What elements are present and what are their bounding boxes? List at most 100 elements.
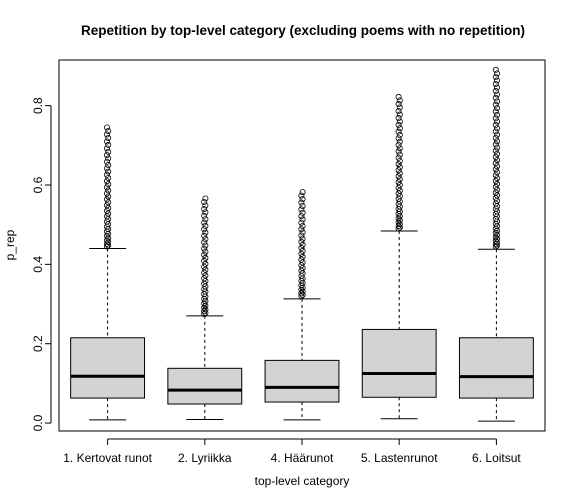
outlier-point bbox=[104, 178, 111, 185]
outlier-point bbox=[299, 253, 306, 260]
outlier-point bbox=[493, 186, 500, 193]
x-tick-label: 5. Lastenrunot bbox=[361, 451, 438, 465]
outlier-point bbox=[396, 164, 403, 171]
box-iqr bbox=[167, 367, 243, 405]
outlier-point bbox=[493, 105, 500, 112]
outlier-point bbox=[395, 179, 402, 186]
outlier-point bbox=[299, 229, 306, 236]
outlier-point bbox=[202, 266, 209, 273]
outlier-point bbox=[201, 232, 208, 239]
outlier-point bbox=[395, 173, 402, 180]
outlier-point bbox=[298, 226, 305, 233]
outlier-point bbox=[202, 260, 209, 267]
outlier-point bbox=[492, 141, 499, 148]
outlier-point bbox=[492, 108, 499, 115]
outlier-point bbox=[202, 254, 209, 261]
outlier-point bbox=[104, 138, 111, 145]
outlier-point bbox=[396, 187, 403, 194]
outlier-point bbox=[104, 202, 111, 209]
outlier-point bbox=[104, 158, 111, 165]
outlier-point bbox=[299, 196, 306, 203]
y-tick-label: 0.0 bbox=[31, 414, 45, 431]
outlier-point bbox=[492, 88, 499, 95]
box-group bbox=[458, 66, 534, 422]
plot-frame bbox=[58, 59, 546, 432]
outlier-point bbox=[492, 121, 499, 128]
outlier-point bbox=[104, 196, 111, 203]
outlier-point bbox=[298, 199, 305, 206]
outlier-point bbox=[395, 128, 402, 135]
y-axis: 0.0 0.2 0.4 0.6 0.8 bbox=[31, 97, 52, 431]
outlier-point bbox=[493, 131, 500, 138]
outlier-point bbox=[105, 174, 112, 181]
box-iqr bbox=[458, 337, 534, 399]
x-tick-label: 4. Häärunot bbox=[271, 451, 334, 465]
outlier-point bbox=[299, 189, 306, 196]
outlier-point bbox=[298, 238, 305, 245]
outlier-point bbox=[202, 236, 209, 243]
outlier-point bbox=[202, 202, 209, 209]
box-iqr bbox=[264, 359, 340, 403]
outlier-point bbox=[396, 111, 403, 118]
outlier-point bbox=[298, 206, 305, 213]
outlier-point bbox=[492, 160, 499, 167]
outlier-point bbox=[201, 251, 208, 258]
outlier-point bbox=[105, 168, 112, 175]
outlier-point bbox=[201, 269, 208, 276]
outlier-point bbox=[105, 187, 112, 194]
outlier-point bbox=[493, 138, 500, 145]
outlier-point bbox=[396, 132, 403, 139]
outlier-point bbox=[492, 183, 499, 190]
outlier-point bbox=[493, 77, 500, 84]
x-axis: 1. Kertovat runot 2. Lyriikka 4. Häärunot 5… bbox=[63, 438, 521, 465]
outlier-point bbox=[299, 259, 306, 266]
x-tick-label: 1. Kertovat runot bbox=[63, 451, 152, 465]
outlier-point bbox=[201, 239, 208, 246]
y-axis-label: p_rep bbox=[3, 229, 17, 260]
outlier-point bbox=[492, 94, 499, 101]
outlier-point bbox=[395, 135, 402, 142]
outlier-point bbox=[396, 104, 403, 111]
outlier-point bbox=[201, 263, 208, 270]
outlier-point bbox=[299, 209, 306, 216]
outlier-point bbox=[492, 178, 499, 185]
outlier-point bbox=[104, 152, 111, 159]
outlier-point bbox=[105, 162, 112, 169]
outlier-point bbox=[396, 170, 403, 177]
outlier-point bbox=[201, 275, 208, 282]
outlier-point bbox=[493, 150, 500, 157]
outlier-point bbox=[104, 207, 111, 214]
x-axis-label: top-level category bbox=[255, 474, 350, 488]
outlier-point bbox=[396, 182, 403, 189]
y-tick-label: 0.4 bbox=[31, 256, 45, 273]
outlier-point bbox=[201, 205, 208, 212]
outlier-point bbox=[298, 232, 305, 239]
outlier-point bbox=[105, 141, 112, 148]
outlier-point bbox=[493, 163, 500, 170]
outlier-point bbox=[298, 290, 305, 297]
outlier-point bbox=[395, 154, 402, 161]
outlier-point bbox=[492, 134, 499, 141]
outlier-point bbox=[298, 256, 305, 263]
outlier-point bbox=[395, 115, 402, 122]
outlier-point bbox=[493, 111, 500, 118]
outlier-point bbox=[395, 148, 402, 155]
outlier-point bbox=[396, 145, 403, 152]
outlier-point bbox=[493, 192, 500, 199]
outlier-point bbox=[492, 81, 499, 88]
outlier-point bbox=[202, 272, 209, 279]
x-tick-label: 2. Lyriikka bbox=[178, 451, 232, 465]
outlier-point bbox=[201, 310, 208, 317]
outlier-point bbox=[493, 70, 500, 77]
outlier-point bbox=[105, 127, 112, 134]
outlier-point bbox=[493, 91, 500, 98]
outlier-point bbox=[492, 172, 499, 179]
outlier-point bbox=[493, 118, 500, 125]
outlier-point bbox=[492, 66, 499, 73]
outlier-point bbox=[395, 101, 402, 108]
outlier-point bbox=[299, 222, 306, 229]
outlier-point bbox=[396, 138, 403, 145]
outlier-point bbox=[299, 216, 306, 223]
outlier-point bbox=[104, 184, 111, 191]
outlier-point bbox=[492, 189, 499, 196]
